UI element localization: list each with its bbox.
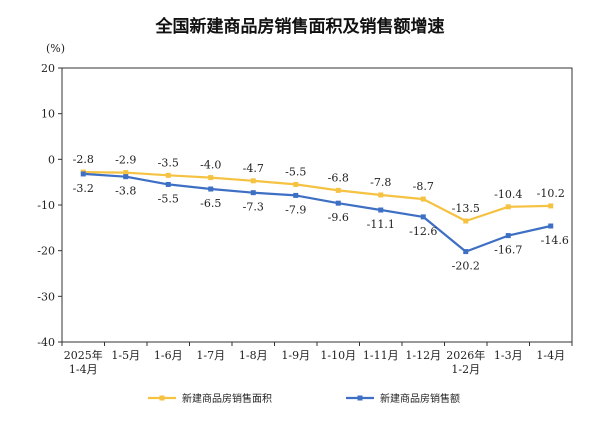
data-point [548, 203, 554, 209]
x-ticks: 2025年 1-4月1-5月 1-6月 1-7月 1-8月 1-9月 1-10月 1-11月 1… [61, 342, 573, 376]
data-point [505, 204, 511, 210]
data-point [548, 223, 554, 229]
x-tick-label: 1-4月 [536, 349, 565, 362]
data-point [208, 175, 214, 181]
y-axis-unit: (%) [46, 42, 65, 55]
data-label: -10.2 [537, 187, 565, 200]
legend-swatch-marker [159, 395, 165, 401]
data-label: -7.3 [243, 201, 264, 214]
data-point [378, 207, 384, 213]
x-tick-label: 2026年 1-2月 [446, 348, 485, 376]
series-lines [83, 171, 552, 253]
data-label: -10.4 [494, 188, 522, 201]
data-label: -20.2 [452, 260, 480, 273]
data-label: -6.5 [200, 197, 221, 210]
x-tick-label: 1-11月 [363, 349, 399, 362]
x-tick-label: 1-9月 [281, 349, 310, 362]
x-tick-label: 2025年 1-4月 [64, 348, 103, 376]
x-tick-label-line: 1-12月 [405, 349, 441, 362]
data-label: -7.9 [285, 203, 306, 216]
data-label: -13.5 [452, 202, 480, 215]
data-point [293, 192, 299, 198]
y-tick-label: -20 [37, 245, 55, 258]
data-point [463, 249, 469, 255]
y-tick-label: -40 [37, 336, 55, 349]
y-tick-label: -30 [37, 290, 55, 303]
data-point [335, 187, 341, 193]
data-point [165, 181, 171, 187]
x-tick-label-line: 1-7月 [196, 349, 225, 362]
x-tick-label: 1-10月 [320, 349, 356, 362]
y-tick-label: 0 [48, 153, 55, 166]
data-point [463, 218, 469, 224]
x-tick-label-line: 1-11月 [363, 349, 399, 362]
y-tick-label: 10 [41, 108, 55, 121]
x-tick-label-line: 1-10月 [320, 349, 356, 362]
data-point [293, 181, 299, 187]
data-label: -9.6 [328, 211, 349, 224]
data-label: -8.7 [413, 180, 434, 193]
x-tick-label: 1-12月 [405, 349, 441, 362]
data-label: -5.5 [285, 165, 306, 178]
legend: 新建商品房销售面积 新建商品房销售额 [148, 392, 460, 405]
x-tick-label: 1-8月 [239, 349, 268, 362]
legend-label: 新建商品房销售面积 [182, 392, 272, 405]
series-line-sales-amount [83, 172, 552, 253]
x-tick-label: 1-5月 [111, 349, 140, 362]
data-label: -7.8 [370, 176, 391, 189]
data-label: -2.8 [73, 153, 94, 166]
data-label: -3.8 [115, 185, 136, 198]
data-label: -11.1 [367, 218, 395, 231]
x-tick-label-line: 1-9月 [281, 349, 310, 362]
data-label: -6.8 [328, 171, 349, 184]
x-tick-label-line: 1-4月 [69, 363, 98, 376]
x-tick-label-line: 2025年 [64, 348, 103, 362]
data-label: -14.6 [541, 234, 569, 247]
data-label: -4.0 [200, 159, 221, 172]
data-point [123, 170, 129, 176]
data-labels: -2.8 -2.9 -3.5 -4.0 -4.7 -5.5 -6.8 -7.8 -8.7 -13.… [73, 153, 569, 272]
data-point [250, 178, 256, 184]
data-point [165, 172, 171, 178]
x-tick-label: 1-3月 [494, 349, 523, 362]
x-tick-label-line: 1-2月 [451, 363, 480, 376]
x-tick-label: 1-7月 [196, 349, 225, 362]
x-tick-label: 1-6月 [154, 349, 183, 362]
x-tick-label-line: 1-6月 [154, 349, 183, 362]
data-label: -2.9 [115, 154, 136, 167]
data-point [208, 186, 214, 192]
data-point [250, 190, 256, 196]
data-label: -16.7 [494, 244, 522, 257]
data-label: -12.6 [409, 225, 437, 238]
data-point [378, 192, 384, 198]
chart-title: 全国新建商品房销售面积及销售额增速 [155, 16, 445, 37]
axes [61, 67, 573, 343]
x-tick-label-line: 2026年 [446, 348, 485, 362]
data-point [335, 200, 341, 206]
data-point [420, 196, 426, 202]
legend-label: 新建商品房销售额 [380, 392, 460, 405]
y-tick-label: 20 [41, 62, 55, 75]
data-point [123, 174, 129, 180]
series-points [80, 169, 554, 255]
x-tick-label-line: 1-8月 [239, 349, 268, 362]
data-point [505, 233, 511, 239]
data-label: -5.5 [158, 192, 179, 205]
x-tick-label-line: 1-3月 [494, 349, 523, 362]
data-label: -3.2 [73, 182, 94, 195]
y-ticks: 20 10 0 -10 -20 -30 -40 [37, 62, 62, 349]
x-tick-label-line: 1-5月 [111, 349, 140, 362]
series-line-sales-area [83, 171, 551, 223]
data-label: -4.7 [243, 162, 264, 175]
data-point [420, 214, 426, 220]
data-point [80, 171, 86, 177]
data-label: -3.5 [158, 156, 179, 169]
plot-frame [61, 67, 573, 343]
y-tick-label: -10 [37, 199, 55, 212]
x-tick-label-line: 1-4月 [536, 349, 565, 362]
legend-swatch-marker [357, 395, 363, 401]
